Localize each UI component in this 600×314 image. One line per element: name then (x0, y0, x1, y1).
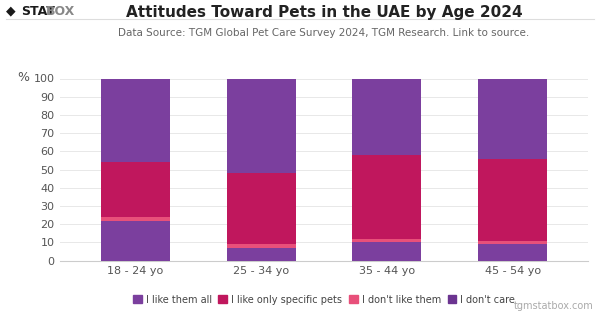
Bar (101, 220, 170, 261)
Text: tgmstatbox.com: tgmstatbox.com (514, 301, 594, 311)
Bar (101, 162, 170, 217)
Bar (478, 78, 547, 159)
Bar (352, 239, 421, 242)
Bar (478, 159, 547, 241)
Bar (101, 78, 170, 162)
Bar (352, 78, 421, 155)
Y-axis label: %: % (17, 71, 29, 84)
Bar (227, 173, 296, 244)
Bar (227, 78, 296, 173)
Bar (478, 244, 547, 261)
Legend: I like them all, I like only specific pets, I don't like them, I don't care: I like them all, I like only specific pe… (131, 293, 517, 307)
Bar (478, 241, 547, 244)
Text: STAT: STAT (21, 5, 55, 18)
Bar (352, 155, 421, 239)
Text: ◆: ◆ (6, 5, 20, 18)
Bar (227, 244, 296, 248)
Text: Data Source: TGM Global Pet Care Survey 2024, TGM Research. Link to source.: Data Source: TGM Global Pet Care Survey … (118, 28, 530, 38)
Bar (101, 217, 170, 220)
Bar (352, 242, 421, 261)
Bar (227, 248, 296, 261)
Text: BOX: BOX (46, 5, 76, 18)
Text: Attitudes Toward Pets in the UAE by Age 2024: Attitudes Toward Pets in the UAE by Age … (125, 5, 523, 20)
